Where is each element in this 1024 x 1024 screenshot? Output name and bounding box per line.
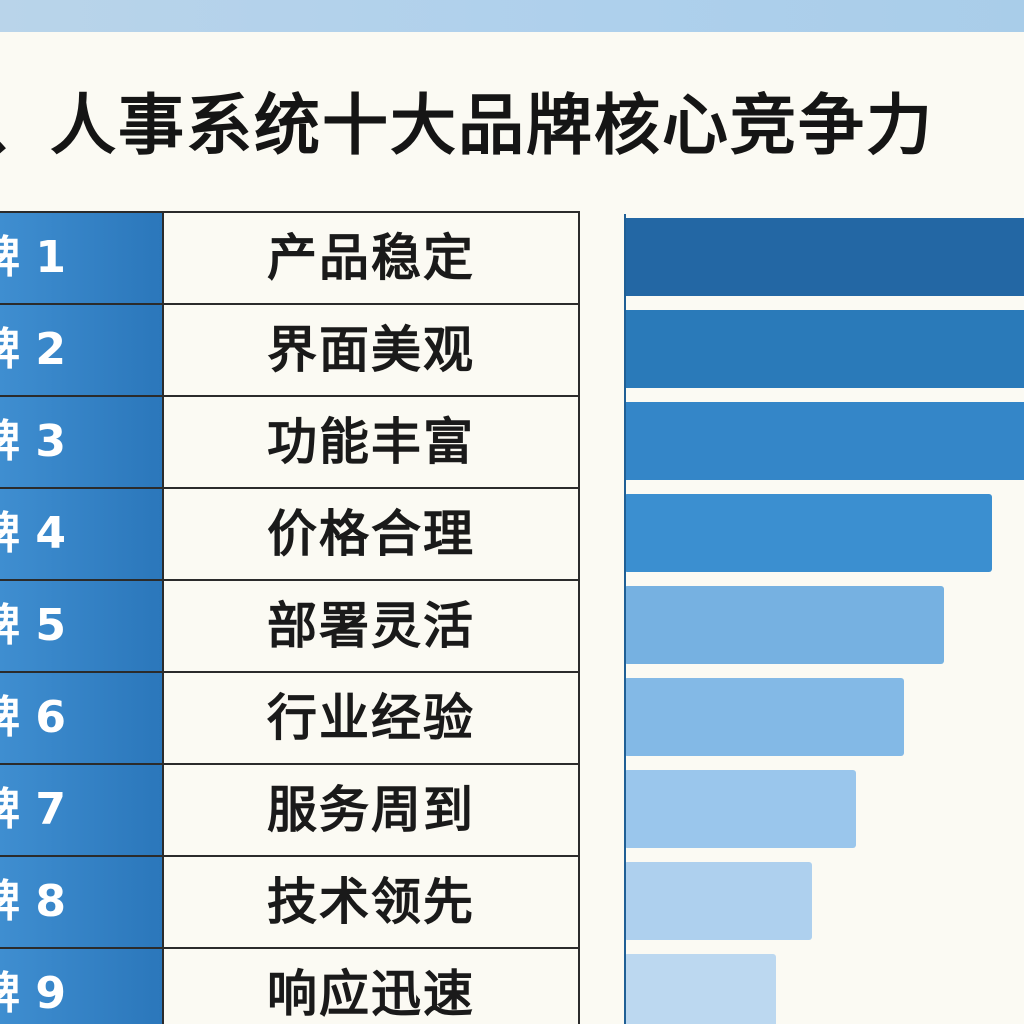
page-title: 、人事系统十大品牌核心竞争力 [0, 87, 934, 164]
feature-label: 行业经验 [164, 673, 580, 763]
bar-5 [624, 586, 944, 664]
bar-chart-svg [624, 218, 1024, 1024]
bar-3 [624, 402, 1024, 480]
brand-rank-label: 牌 7 [0, 765, 164, 855]
feature-label: 价格合理 [164, 489, 580, 579]
top-banner [0, 0, 1024, 32]
bar-2 [624, 310, 1024, 388]
brand-rank-label: 牌 4 [0, 489, 164, 579]
feature-label: 技术领先 [164, 857, 580, 947]
bar-4 [624, 494, 992, 572]
bar-1 [624, 218, 1024, 296]
feature-label: 功能丰富 [164, 397, 580, 487]
brand-rank-label: 牌 3 [0, 397, 164, 487]
feature-label: 产品稳定 [164, 213, 580, 303]
brand-rank-label: 牌 1 [0, 213, 164, 303]
chart-axis-line [624, 214, 626, 1024]
bar-8 [624, 862, 812, 940]
ranking-table: 牌 1产品稳定牌 2界面美观牌 3功能丰富牌 4价格合理牌 5部署灵活牌 6行业… [0, 211, 580, 1024]
bar-9 [624, 954, 776, 1024]
brand-rank-label: 牌 6 [0, 673, 164, 763]
brand-rank-label: 牌 2 [0, 305, 164, 395]
bar-7 [624, 770, 856, 848]
bar-6 [624, 678, 904, 756]
brand-rank-label: 牌 9 [0, 949, 164, 1024]
feature-label: 响应迅速 [164, 949, 580, 1024]
feature-label: 服务周到 [164, 765, 580, 855]
bar-chart [624, 214, 1024, 1024]
feature-label: 界面美观 [164, 305, 580, 395]
brand-rank-label: 牌 8 [0, 857, 164, 947]
brand-rank-label: 牌 5 [0, 581, 164, 671]
feature-label: 部署灵活 [164, 581, 580, 671]
